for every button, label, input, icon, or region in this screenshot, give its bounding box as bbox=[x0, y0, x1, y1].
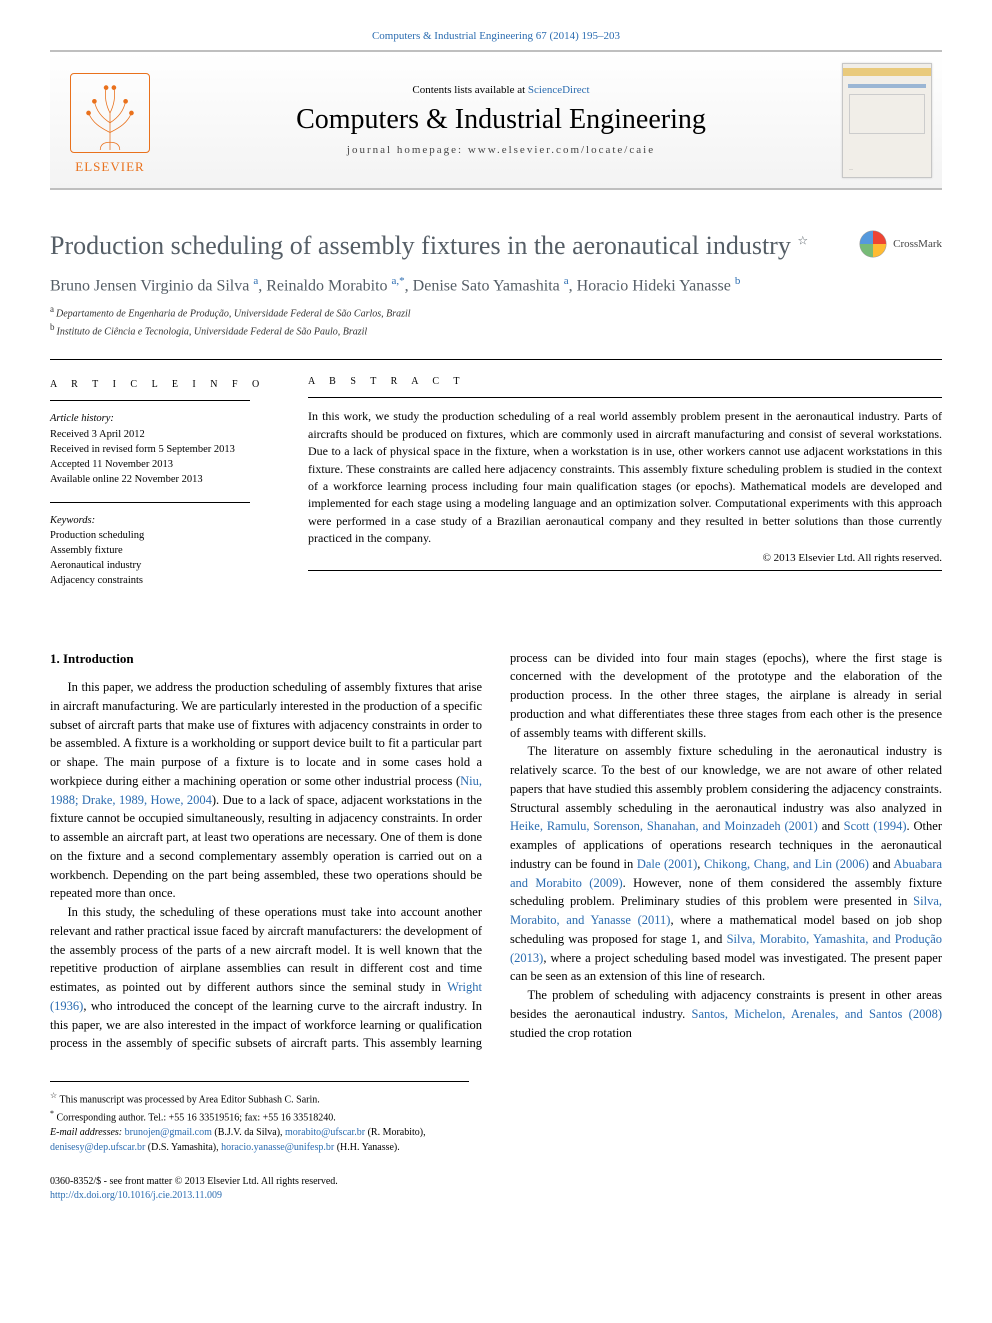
abstract-column: a b s t r a c t In this work, we study t… bbox=[290, 360, 942, 618]
footnote-text-2: Corresponding author. Tel.: +55 16 33519… bbox=[57, 1112, 336, 1123]
banner-center: Contents lists available at ScienceDirec… bbox=[170, 84, 832, 156]
author-affref: b bbox=[735, 275, 741, 287]
body-paragraph: The literature on assembly fixture sched… bbox=[510, 742, 942, 986]
history-line: Available online 22 November 2013 bbox=[50, 472, 272, 487]
email-link[interactable]: denisesy@dep.ufscar.br bbox=[50, 1142, 145, 1153]
author-affref: a bbox=[253, 275, 258, 287]
history-heading: Article history: bbox=[50, 411, 272, 426]
cover-thumb-area: — bbox=[832, 63, 942, 178]
affiliation: aDepartamento de Engenharia de Produção,… bbox=[50, 303, 942, 321]
keyword: Production scheduling bbox=[50, 528, 272, 543]
contents-prefix: Contents lists available at bbox=[412, 84, 527, 96]
journal-title: Computers & Industrial Engineering bbox=[170, 104, 832, 136]
section-heading: 1. Introduction bbox=[50, 649, 482, 669]
article-info-column: a r t i c l e i n f o Article history: R… bbox=[50, 360, 290, 618]
meta-abstract-row: a r t i c l e i n f o Article history: R… bbox=[50, 359, 942, 618]
journal-cover-thumbnail: — bbox=[842, 63, 932, 178]
author-list: Bruno Jensen Virginio da Silva a, Reinal… bbox=[50, 275, 942, 295]
sciencedirect-link[interactable]: ScienceDirect bbox=[528, 84, 590, 96]
article-header: Production scheduling of assembly fixtur… bbox=[50, 230, 942, 339]
footnote-mark-2: * bbox=[50, 1109, 54, 1118]
email-owner: (R. Morabito) bbox=[368, 1127, 424, 1138]
author-affref: a bbox=[564, 275, 569, 287]
author: Denise Sato Yamashita bbox=[413, 277, 560, 294]
abstract-label: a b s t r a c t bbox=[308, 376, 942, 387]
crossmark-label: CrossMark bbox=[893, 238, 942, 250]
email-link[interactable]: brunojen@gmail.com bbox=[125, 1127, 212, 1138]
author: Bruno Jensen Virginio da Silva bbox=[50, 277, 249, 294]
keyword: Adjacency constraints bbox=[50, 573, 272, 588]
article-history: Article history: Received 3 April 2012Re… bbox=[50, 411, 272, 487]
crossmark-icon bbox=[859, 230, 887, 258]
history-line: Received in revised form 5 September 201… bbox=[50, 442, 272, 457]
crossmark-badge[interactable]: CrossMark bbox=[859, 230, 942, 258]
article-info-label: a r t i c l e i n f o bbox=[50, 379, 272, 390]
elsevier-tree-icon bbox=[70, 73, 150, 153]
title-footnote-mark: ☆ bbox=[797, 233, 808, 247]
homepage-url: www.elsevier.com/locate/caie bbox=[468, 144, 655, 156]
citation-link[interactable]: Computers & Industrial Engineering 67 (2… bbox=[372, 30, 620, 42]
email-owner: (D.S. Yamashita) bbox=[148, 1142, 216, 1153]
author: Reinaldo Morabito bbox=[266, 277, 387, 294]
doi-link[interactable]: http://dx.doi.org/10.1016/j.cie.2013.11.… bbox=[50, 1190, 222, 1201]
keywords-block: Keywords: Production schedulingAssembly … bbox=[50, 513, 272, 589]
email-link[interactable]: horacio.yanasse@unifesp.br bbox=[221, 1142, 334, 1153]
affiliations: aDepartamento de Engenharia de Produção,… bbox=[50, 303, 942, 340]
homepage-line: journal homepage: www.elsevier.com/locat… bbox=[170, 144, 832, 156]
homepage-prefix: journal homepage: bbox=[347, 144, 468, 156]
article-title: Production scheduling of assembly fixtur… bbox=[50, 230, 839, 263]
footnote-editor: ☆ This manuscript was processed by Area … bbox=[50, 1090, 469, 1107]
footnote-emails: E-mail addresses: brunojen@gmail.com (B.… bbox=[50, 1125, 469, 1155]
publisher-name: ELSEVIER bbox=[75, 159, 144, 175]
footnote-text-1: This manuscript was processed by Area Ed… bbox=[60, 1095, 320, 1106]
author-affref: a,* bbox=[392, 275, 405, 287]
history-line: Received 3 April 2012 bbox=[50, 427, 272, 442]
footnotes: ☆ This manuscript was processed by Area … bbox=[50, 1081, 469, 1155]
email-owner: (B.J.V. da Silva) bbox=[214, 1127, 280, 1138]
keywords-heading: Keywords: bbox=[50, 513, 272, 528]
front-matter-line: 0360-8352/$ - see front matter © 2013 El… bbox=[50, 1175, 942, 1189]
email-owner: (H.H. Yanasse) bbox=[337, 1142, 398, 1153]
body-paragraph: The problem of scheduling with adjacency… bbox=[510, 986, 942, 1042]
abstract-text: In this work, we study the production sc… bbox=[308, 408, 942, 547]
copyright-line: © 2013 Elsevier Ltd. All rights reserved… bbox=[308, 552, 942, 564]
author: Horacio Hideki Yanasse bbox=[577, 277, 731, 294]
elsevier-logo: ELSEVIER bbox=[60, 65, 160, 175]
body-paragraph: In this paper, we address the production… bbox=[50, 678, 482, 903]
email-link[interactable]: morabito@ufscar.br bbox=[285, 1127, 365, 1138]
affiliation: bInstituto de Ciência e Tecnologia, Univ… bbox=[50, 321, 942, 339]
publisher-logo-area: ELSEVIER bbox=[50, 55, 170, 185]
article-title-text: Production scheduling of assembly fixtur… bbox=[50, 231, 791, 260]
keyword: Aeronautical industry bbox=[50, 558, 272, 573]
history-line: Accepted 11 November 2013 bbox=[50, 457, 272, 472]
contents-line: Contents lists available at ScienceDirec… bbox=[170, 84, 832, 96]
article-body: 1. Introduction In this paper, we addres… bbox=[50, 649, 942, 1054]
page-footer: 0360-8352/$ - see front matter © 2013 El… bbox=[50, 1175, 942, 1203]
footnote-mark-1: ☆ bbox=[50, 1091, 57, 1100]
journal-banner: ELSEVIER Contents lists available at Sci… bbox=[50, 50, 942, 190]
keyword: Assembly fixture bbox=[50, 543, 272, 558]
footnote-corresponding: * Corresponding author. Tel.: +55 16 335… bbox=[50, 1108, 469, 1125]
emails-label: E-mail addresses: bbox=[50, 1127, 125, 1138]
citation-line: Computers & Industrial Engineering 67 (2… bbox=[50, 30, 942, 42]
